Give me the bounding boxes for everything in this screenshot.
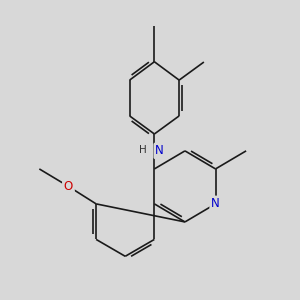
Text: N: N [211, 197, 220, 210]
Text: N: N [155, 144, 164, 158]
Text: O: O [64, 180, 73, 193]
Text: H: H [140, 145, 147, 155]
